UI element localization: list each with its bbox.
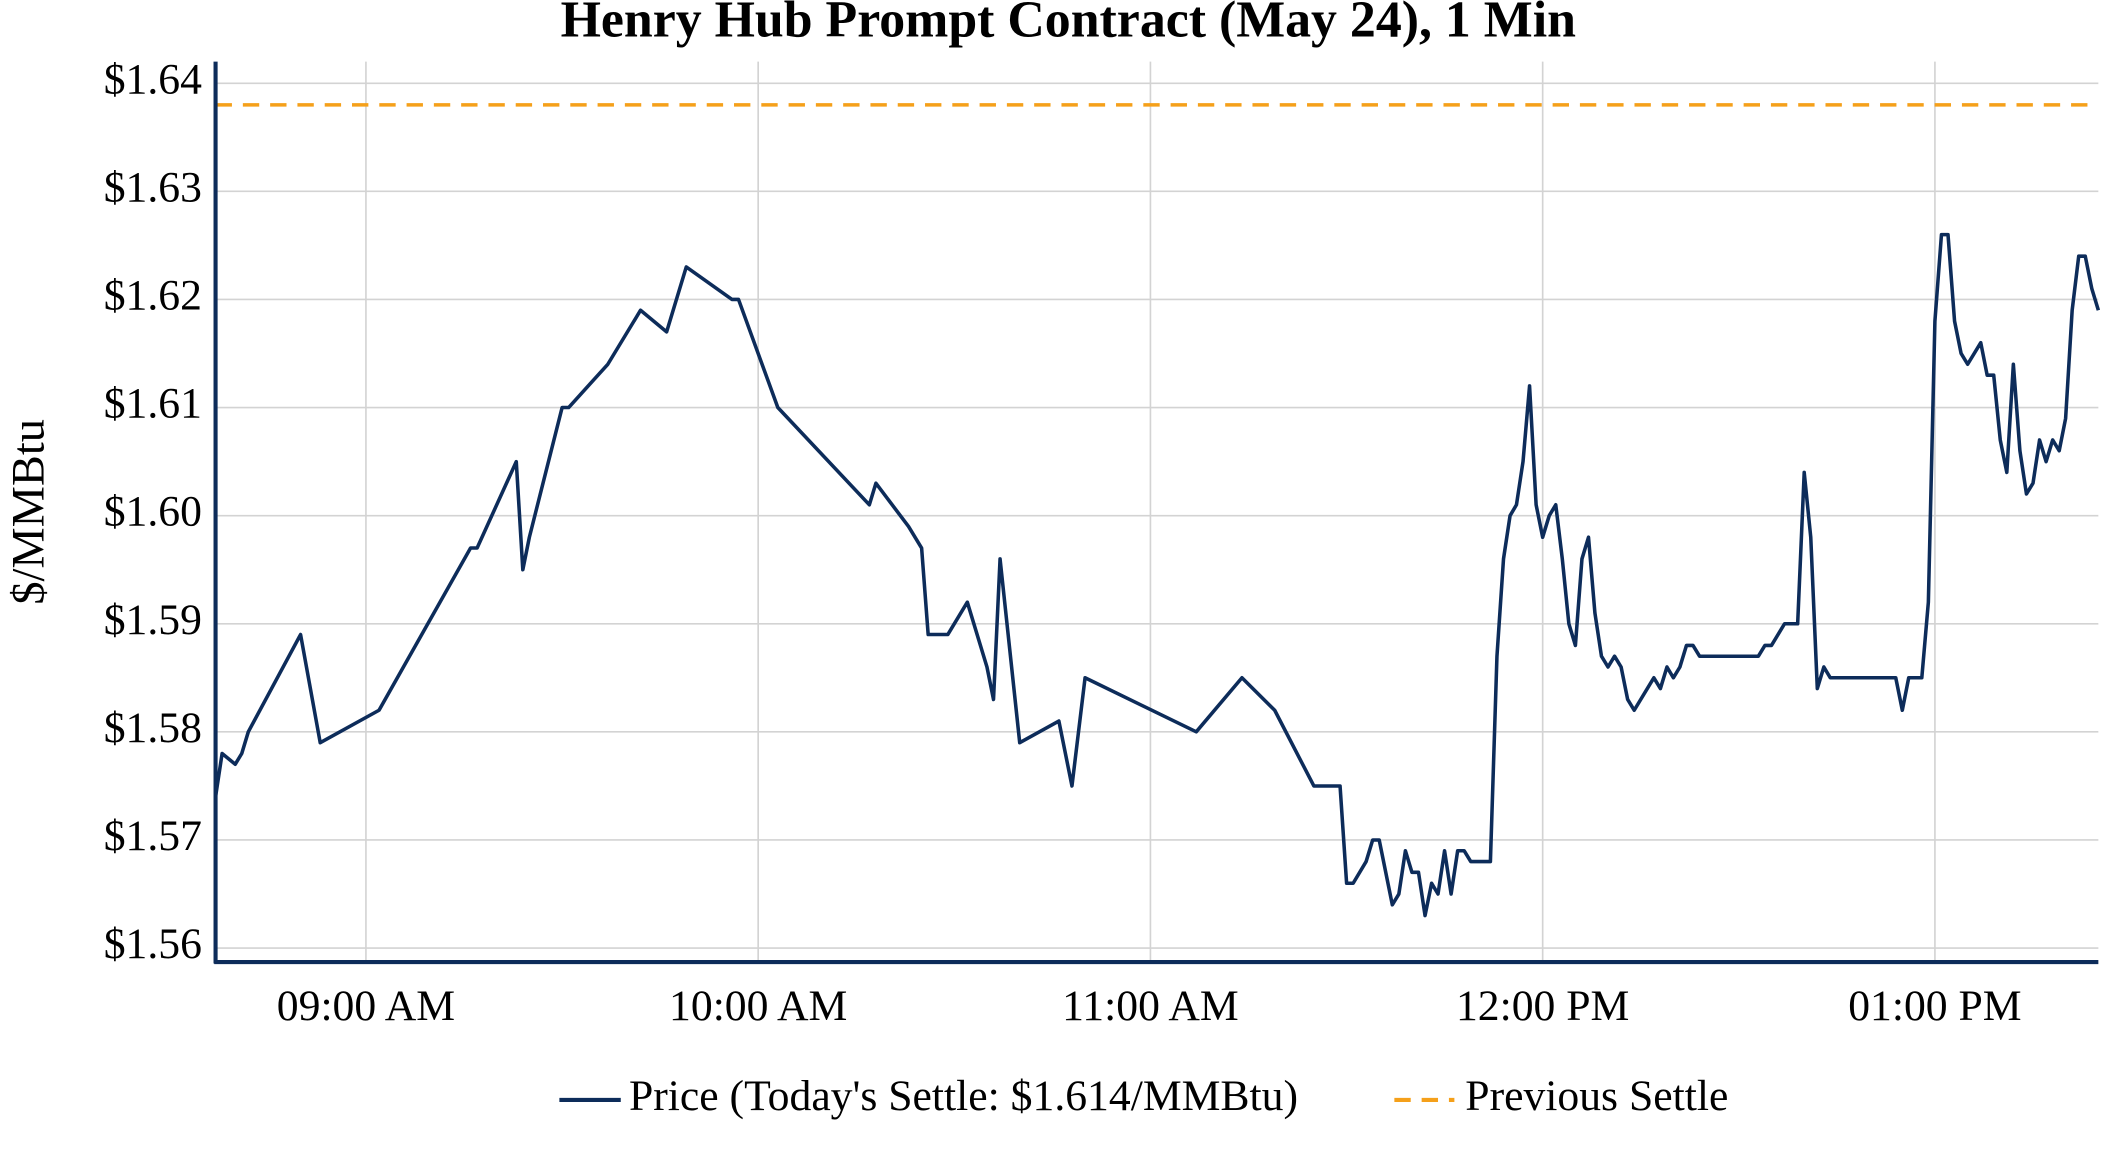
y-tick-label: $1.58: [104, 704, 202, 752]
y-tick-label: $1.59: [104, 596, 202, 644]
y-tick-label: $1.60: [104, 488, 202, 536]
x-tick-label: 12:00 PM: [1456, 982, 1629, 1030]
legend-label: Previous Settle: [1465, 1072, 1728, 1120]
y-tick-label: $1.64: [104, 55, 202, 103]
y-tick-label: $1.62: [104, 271, 202, 319]
price-line: [213, 232, 2101, 918]
x-tick-label: 10:00 AM: [669, 982, 847, 1030]
x-tick-label: 09:00 AM: [277, 982, 455, 1030]
y-axis-label: $/MMBtu: [3, 419, 54, 605]
y-tick-label: $1.63: [104, 163, 202, 211]
x-tick-label: 01:00 PM: [1848, 982, 2021, 1030]
y-tick-label: $1.61: [104, 380, 202, 428]
y-tick-label: $1.57: [104, 812, 202, 860]
legend-label: Price (Today's Settle: $1.614/MMBtu): [629, 1072, 1298, 1120]
chart-title: Henry Hub Prompt Contract (May 24), 1 Mi…: [561, 0, 1577, 49]
x-tick-label: 11:00 AM: [1062, 982, 1239, 1030]
y-tick-label: $1.56: [104, 920, 202, 968]
